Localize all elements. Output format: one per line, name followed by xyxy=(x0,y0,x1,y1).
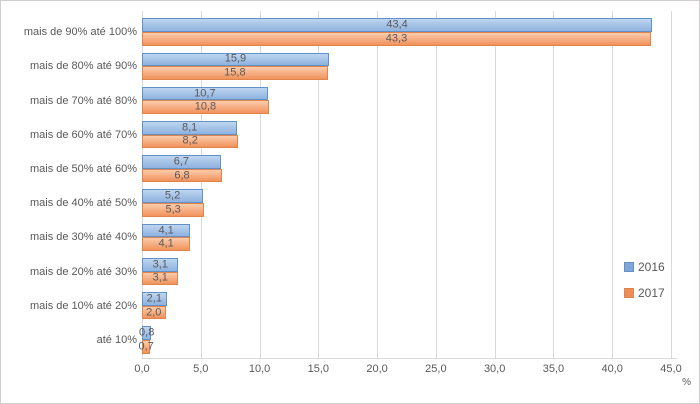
bar-value-label: 2,1 xyxy=(146,292,162,305)
category-label: mais de 70% até 80% xyxy=(29,94,137,107)
gridline xyxy=(494,11,496,358)
gridline xyxy=(435,11,437,358)
legend-swatch-blue-icon xyxy=(624,262,634,272)
bar-2016: 2,1 xyxy=(142,292,167,306)
bar-value-label: 0,8 xyxy=(139,326,155,339)
x-tick-label: 20,0 xyxy=(366,363,388,375)
bar-value-label: 8,1 xyxy=(181,121,198,134)
x-tick-label: 0,0 xyxy=(134,363,150,375)
bar-value-label: 10,8 xyxy=(194,100,217,113)
bar-value-label: 6,7 xyxy=(173,155,190,168)
bar-value-label: 8,2 xyxy=(182,134,198,147)
bar-2017: 5,3 xyxy=(142,203,205,217)
x-tick-label: 30,0 xyxy=(483,363,506,375)
bar-2016: 3,1 xyxy=(142,257,179,272)
x-tick-label: 10,0 xyxy=(248,363,271,375)
x-tick-label: 5,0 xyxy=(193,363,209,375)
category-label: mais de 20% até 30% xyxy=(29,265,137,278)
bar-2017: 2,0 xyxy=(142,305,166,320)
gridline xyxy=(377,11,379,358)
category-row: mais de 50% até 60% 6,7 6,8 xyxy=(1,152,699,186)
bar-value-label: 0,7 xyxy=(138,340,154,353)
bar-value-label: 3,1 xyxy=(152,271,168,284)
bar-2017: 0,7 xyxy=(138,339,154,354)
category-row: mais de 40% até 50% 5,2 5,3 xyxy=(1,186,699,220)
bar-2016: 43,4 xyxy=(142,18,653,32)
bar-value-label: 4,1 xyxy=(158,224,174,236)
category-row: mais de 20% até 30% 3,1 3,1 xyxy=(1,255,699,289)
bar-value-label: 43,3 xyxy=(385,32,408,45)
category-label: mais de 60% até 70% xyxy=(29,128,137,141)
x-tick-label: 45,0 xyxy=(660,363,682,375)
bar-2016: 15,9 xyxy=(142,52,329,67)
legend-item-2017: 2017 xyxy=(624,286,665,300)
bar-2016: 0,8 xyxy=(139,326,155,340)
category-row: mais de 70% até 80% 10,7 10,8 xyxy=(1,83,699,117)
bar-value-label: 3,1 xyxy=(152,258,168,271)
category-label: até 10% xyxy=(96,334,137,347)
plot-area: mais de 90% até 100% 43,4 43,3 mais de 80% … xyxy=(1,15,699,358)
x-tick-label: 35,0 xyxy=(542,363,565,375)
category-label: mais de 10% até 20% xyxy=(29,299,137,312)
bar-value-label: 10,7 xyxy=(194,87,216,100)
category-row: mais de 80% até 90% 15,9 15,8 xyxy=(1,49,699,83)
category-row: até 10% 0,8 0,7 xyxy=(1,323,699,357)
x-axis-unit-label: % xyxy=(682,377,691,388)
legend-item-2016: 2016 xyxy=(624,260,665,274)
gridline xyxy=(318,11,320,358)
legend-swatch-orange-icon xyxy=(624,288,634,298)
x-tick-label: 25,0 xyxy=(425,363,447,375)
gridline xyxy=(259,11,261,358)
gridline xyxy=(671,11,672,358)
bar-value-label: 43,4 xyxy=(386,18,408,31)
bar-2016: 6,7 xyxy=(142,155,221,169)
category-row: mais de 60% até 70% 8,1 8,2 xyxy=(1,118,699,152)
bar-2016: 4,1 xyxy=(142,223,191,238)
gridline xyxy=(612,11,614,358)
bar-2017: 8,2 xyxy=(142,134,239,149)
x-axis-line xyxy=(142,358,677,359)
category-label: mais de 30% até 40% xyxy=(29,231,137,244)
legend-label: 2017 xyxy=(638,286,665,300)
bar-value-label: 6,8 xyxy=(174,169,190,182)
gridline xyxy=(200,11,202,358)
bar-2017: 3,1 xyxy=(142,271,179,286)
bar-value-label: 5,3 xyxy=(165,203,181,216)
bar-value-label: 15,8 xyxy=(224,66,246,79)
bar-2017: 10,8 xyxy=(142,100,269,115)
bar-value-label: 2,0 xyxy=(146,306,162,319)
category-label: mais de 90% até 100% xyxy=(23,26,137,39)
category-row: mais de 30% até 40% 4,1 4,1 xyxy=(1,220,699,254)
bar-2017: 4,1 xyxy=(142,237,191,251)
gridline xyxy=(553,11,555,358)
bar-2016: 10,7 xyxy=(142,86,268,101)
category-label: mais de 80% até 90% xyxy=(29,60,137,73)
bar-2016: 8,1 xyxy=(142,121,238,135)
legend-label: 2016 xyxy=(638,260,665,274)
category-label: mais de 40% até 50% xyxy=(29,197,137,210)
bar-2016: 5,2 xyxy=(142,189,204,204)
bar-2017: 6,8 xyxy=(142,168,222,183)
category-axis-line xyxy=(142,11,143,358)
category-row: mais de 90% até 100% 43,4 43,3 xyxy=(1,15,699,49)
legend: 2016 2017 xyxy=(624,260,665,313)
bar-value-label: 4,1 xyxy=(158,237,174,250)
bar-value-label: 15,9 xyxy=(224,52,247,65)
bar-2017: 43,3 xyxy=(142,32,651,46)
category-row: mais de 10% até 20% 2,1 2,0 xyxy=(1,289,699,323)
x-tick-label: 15,0 xyxy=(307,363,330,375)
bar-2017: 15,8 xyxy=(142,66,328,80)
bar-value-label: 5,2 xyxy=(164,189,181,202)
category-label: mais de 50% até 60% xyxy=(29,162,137,175)
x-tick-label: 40,0 xyxy=(601,363,623,375)
